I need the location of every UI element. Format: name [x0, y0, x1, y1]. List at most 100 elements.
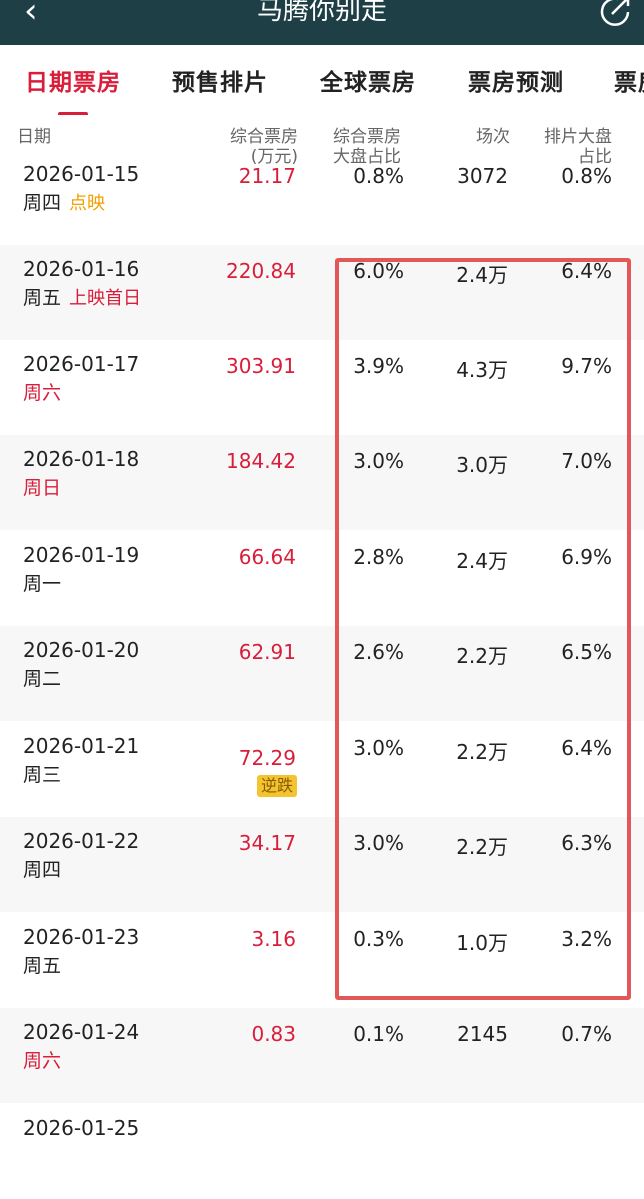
box-office-value: 220.84 [226, 259, 296, 283]
row-tag: 点映 [69, 193, 106, 214]
header-shows: 场次 [476, 127, 510, 147]
table-row[interactable]: 2026-01-16 周五 上映首日 220.84 6.0% 2.4万 6.4% [0, 245, 644, 340]
weekday-label: 周一 [23, 573, 62, 595]
row-weekday: 周三 [23, 760, 61, 787]
box-share-value: 2.8% [353, 545, 404, 569]
box-share-value: 3.0% [353, 831, 404, 855]
app-header: ‹ 马腾你别走 [0, 0, 644, 45]
row-weekday: 周六 [23, 378, 61, 405]
seat-share-value: 7.0% [561, 449, 612, 473]
shows-value: 1.0万 [456, 931, 508, 955]
header-seat-share: 排片大盘 占比 [544, 127, 612, 167]
shows-value: 3.0万 [456, 453, 508, 477]
box-office-value: 62.91 [238, 640, 296, 664]
active-tab-indicator [58, 112, 88, 115]
row-weekday: 周六 [23, 1046, 61, 1073]
box-office-value: 0.83 [251, 1022, 296, 1046]
row-weekday: 周二 [23, 664, 61, 691]
date-cell: 2026-01-17 周六 [0, 340, 184, 435]
seat-share-value: 6.4% [561, 736, 612, 760]
box-share-value: 6.0% [353, 259, 404, 283]
box-office-value: 184.42 [226, 449, 296, 473]
box-office-value: 303.91 [226, 354, 296, 378]
tab-global-box-office[interactable]: 全球票房 [320, 70, 416, 96]
weekday-label: 周二 [23, 668, 62, 690]
shows-value: 4.3万 [456, 358, 508, 382]
seat-share-value: 3.2% [561, 927, 612, 951]
box-office-value: 3.16 [251, 927, 296, 951]
seat-share-value: 6.5% [561, 640, 612, 664]
box-office-value: 72.29 [238, 746, 296, 770]
row-date: 2026-01-22 [23, 829, 140, 853]
tab-date-box-office[interactable]: 日期票房 [25, 70, 121, 96]
trend-badge: 逆跌 [256, 775, 297, 797]
date-cell: 2026-01-25 [0, 1104, 184, 1199]
row-date: 2026-01-15 [23, 162, 140, 186]
shows-value: 2145 [457, 1022, 508, 1046]
box-office-value: 21.17 [238, 164, 296, 188]
row-weekday: 周五 上映首日 [23, 283, 141, 310]
seat-share-value: 6.3% [561, 831, 612, 855]
date-cell: 2026-01-24 周六 [0, 1008, 184, 1103]
header-date: 日期 [17, 127, 51, 147]
box-share-value: 0.8% [353, 164, 404, 188]
share-icon[interactable] [598, 0, 634, 28]
shows-value: 3072 [457, 164, 508, 188]
weekday-label: 周六 [23, 1050, 62, 1072]
chevron-left-icon[interactable]: ‹ [24, 0, 38, 31]
date-cell: 2026-01-16 周五 上映首日 [0, 245, 184, 340]
shows-value: 2.2万 [456, 644, 508, 668]
shows-value: 2.4万 [456, 263, 508, 287]
box-share-value: 3.0% [353, 736, 404, 760]
date-cell: 2026-01-15 周四 点映 [0, 150, 184, 245]
table-row[interactable]: 2026-01-23 周五 3.16 0.3% 1.0万 3.2% [0, 913, 644, 1008]
box-share-value: 3.0% [353, 449, 404, 473]
date-cell: 2026-01-23 周五 [0, 913, 184, 1008]
row-weekday: 周五 [23, 951, 61, 978]
box-office-value: 34.17 [238, 831, 296, 855]
table-row[interactable]: 2026-01-21 周三 72.29 逆跌 3.0% 2.2万 6.4% [0, 722, 644, 817]
date-cell: 2026-01-22 周四 [0, 817, 184, 912]
shows-value: 2.2万 [456, 835, 508, 859]
row-weekday: 周四 [23, 855, 61, 882]
table-row[interactable]: 2026-01-18 周日 184.42 3.0% 3.0万 7.0% [0, 435, 644, 530]
row-date: 2026-01-21 [23, 734, 140, 758]
tab-more[interactable]: 票房 [614, 70, 644, 96]
shows-value: 2.2万 [456, 740, 508, 764]
row-weekday: 周四 点映 [23, 188, 105, 215]
row-weekday: 周日 [23, 473, 61, 500]
tab-box-office-forecast[interactable]: 票房预测 [468, 70, 564, 96]
weekday-label: 周五 [23, 955, 62, 977]
row-date: 2026-01-17 [23, 352, 140, 376]
shows-value: 2.4万 [456, 549, 508, 573]
weekday-label: 周五 [23, 287, 62, 309]
weekday-label: 周四 [23, 192, 62, 214]
table-row[interactable]: 2026-01-22 周四 34.17 3.0% 2.2万 6.3% [0, 817, 644, 912]
row-weekday: 周一 [23, 569, 61, 596]
table-row[interactable]: 2026-01-25 [0, 1104, 644, 1199]
table-row[interactable]: 2026-01-19 周一 66.64 2.8% 2.4万 6.9% [0, 531, 644, 626]
date-cell: 2026-01-18 周日 [0, 435, 184, 530]
box-share-value: 0.3% [353, 927, 404, 951]
table-row[interactable]: 2026-01-15 周四 点映 21.17 0.8% 3072 0.8% [0, 150, 644, 245]
page-title: 马腾你别走 [256, 0, 387, 26]
box-share-value: 0.1% [353, 1022, 404, 1046]
seat-share-value: 0.7% [561, 1022, 612, 1046]
box-share-value: 2.6% [353, 640, 404, 664]
table-row[interactable]: 2026-01-20 周二 62.91 2.6% 2.2万 6.5% [0, 626, 644, 721]
tab-presale-schedule[interactable]: 预售排片 [172, 70, 268, 96]
weekday-label: 周四 [23, 859, 62, 881]
row-date: 2026-01-25 [23, 1116, 140, 1140]
tab-bar: 日期票房 预售排片 全球票房 票房预测 票房 [0, 45, 644, 115]
seat-share-value: 6.4% [561, 259, 612, 283]
date-cell: 2026-01-21 周三 [0, 722, 184, 817]
row-date: 2026-01-23 [23, 925, 140, 949]
row-date: 2026-01-16 [23, 257, 140, 281]
date-cell: 2026-01-19 周一 [0, 531, 184, 626]
table-row[interactable]: 2026-01-17 周六 303.91 3.9% 4.3万 9.7% [0, 340, 644, 435]
weekday-label: 周六 [23, 382, 62, 404]
header-box-share: 综合票房 大盘占比 [333, 127, 401, 167]
weekday-label: 周三 [23, 764, 62, 786]
seat-share-value: 9.7% [561, 354, 612, 378]
table-row[interactable]: 2026-01-24 周六 0.83 0.1% 2145 0.7% [0, 1008, 644, 1103]
